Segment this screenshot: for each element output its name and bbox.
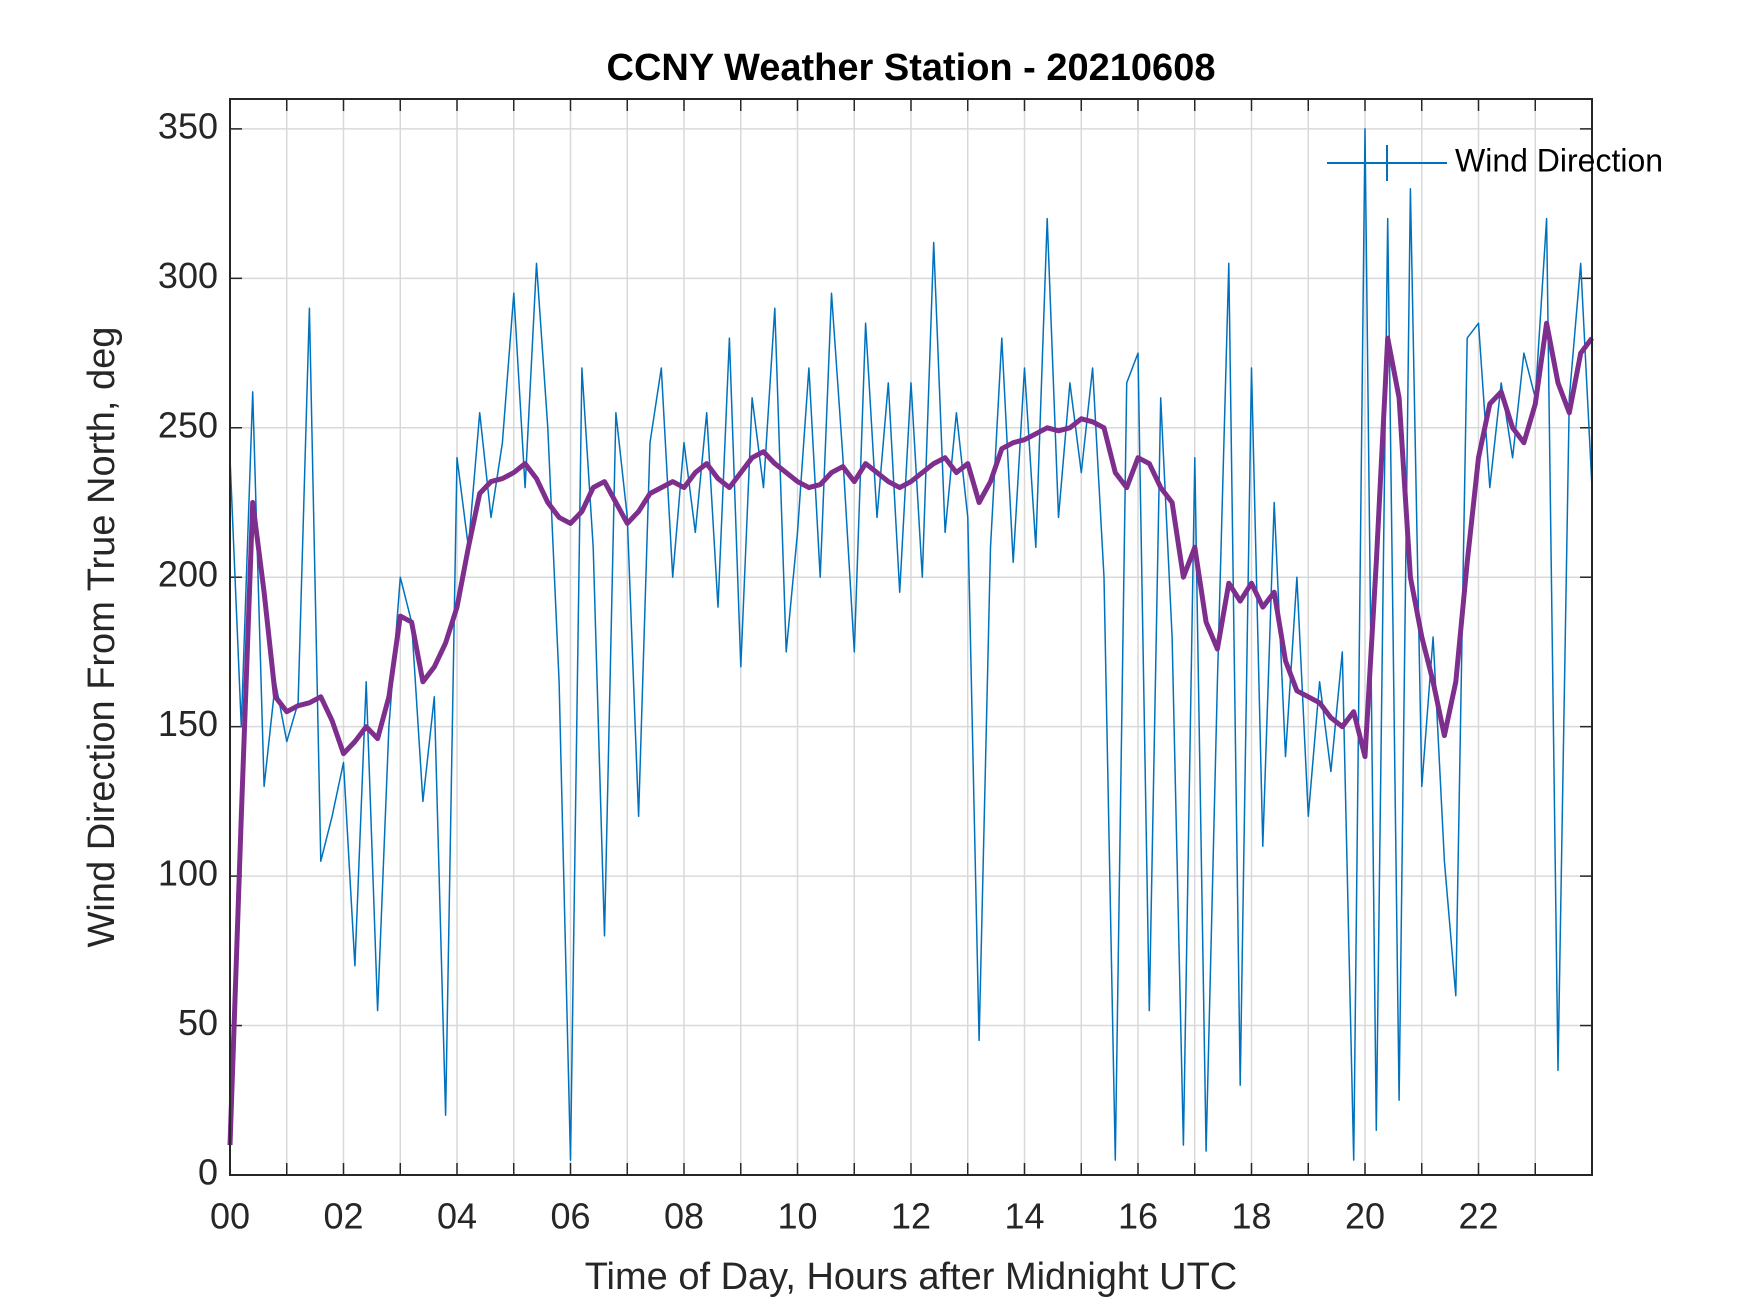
axes-box: [229, 98, 1593, 1176]
x-tick-label: 18: [1231, 1196, 1271, 1237]
data-line: [227, 320, 1594, 1146]
x-axis-label: Time of Day, Hours after Midnight UTC: [585, 1256, 1238, 1298]
x-tick-label: 16: [1118, 1196, 1158, 1237]
x-tick-label: 06: [550, 1196, 590, 1237]
y-tick-label: 300: [158, 255, 218, 296]
x-tick-label: 14: [1004, 1196, 1044, 1237]
y-tick-label: 150: [158, 703, 218, 744]
x-tick-label: 22: [1458, 1196, 1498, 1237]
y-tick-label: 100: [158, 853, 218, 894]
chart-title: CCNY Weather Station - 20210608: [607, 47, 1216, 89]
x-tick-label: 00: [210, 1196, 250, 1237]
y-tick-label: 50: [178, 1002, 218, 1043]
x-tick-label: 10: [777, 1196, 817, 1237]
x-tick-label: 02: [323, 1196, 363, 1237]
y-tick-label: 200: [158, 554, 218, 595]
x-tick-label: 08: [664, 1196, 704, 1237]
y-tick-label: 250: [158, 404, 218, 445]
x-tick-label: 12: [891, 1196, 931, 1237]
y-axis-label: Wind Direction From True North, deg: [81, 327, 123, 948]
y-tick-label: 350: [158, 105, 218, 146]
data-line: [229, 128, 1593, 1161]
x-tick-label: 04: [437, 1196, 477, 1237]
y-tick-label: 0: [198, 1152, 218, 1193]
x-tick-label: 20: [1345, 1196, 1385, 1237]
legend-label: Wind Direction: [1455, 142, 1663, 178]
